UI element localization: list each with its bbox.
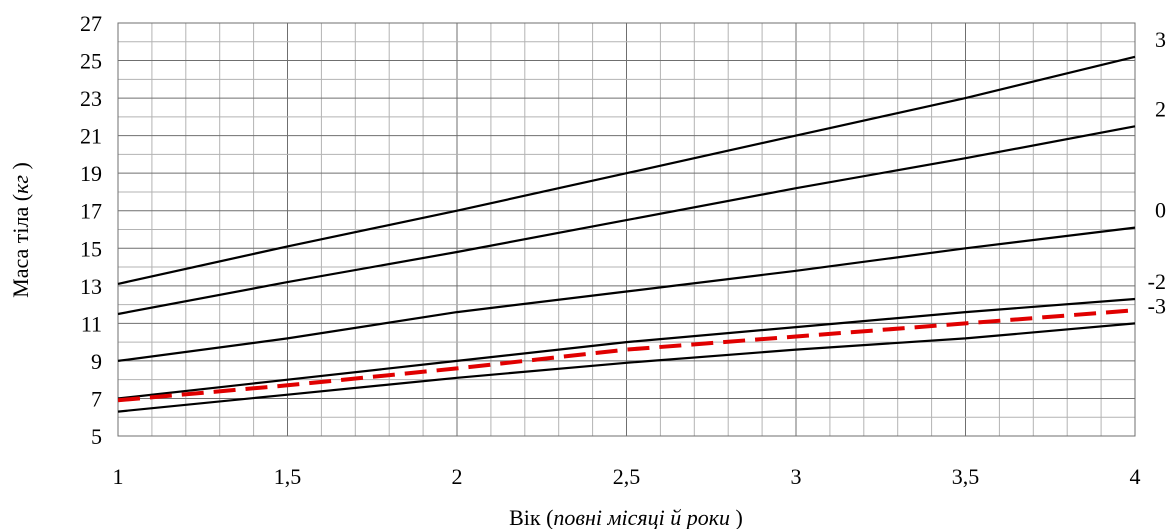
x-axis-title-open: ( <box>541 505 554 529</box>
y-tick-label: 15 <box>80 236 102 261</box>
y-tick-labels: 5 7 9 11 13 15 17 19 21 23 25 27 <box>80 11 102 449</box>
x-tick-labels: 1 1,5 2 2,5 3 3,5 4 <box>113 464 1141 489</box>
series-line-sd-3 <box>117 55 1136 285</box>
y-tick-label: 7 <box>91 386 102 411</box>
series-label-sd--3: -3 <box>1148 293 1166 318</box>
plot-frame <box>117 22 1136 437</box>
series-label-sd-3: 3 <box>1155 27 1166 52</box>
x-axis-title-close: ) <box>730 505 743 529</box>
y-tick-label: 19 <box>80 161 102 186</box>
x-tick-label: 1 <box>113 464 124 489</box>
y-tick-label: 17 <box>80 199 102 224</box>
x-axis-title: Вік (повні місяці й роки ) <box>509 505 743 529</box>
series-label-sd-0: 0 <box>1155 198 1166 223</box>
x-tick-label: 4 <box>1130 464 1141 489</box>
y-tick-label: 27 <box>80 11 102 36</box>
y-tick-label: 13 <box>80 274 102 299</box>
series-line-sd--2 <box>117 297 1136 400</box>
series-line-sd-0 <box>117 226 1136 362</box>
series-line-sd-2 <box>117 125 1136 316</box>
y-tick-label: 9 <box>91 349 102 374</box>
x-tick-label: 2 <box>452 464 463 489</box>
series-label-sd-2: 2 <box>1155 96 1166 121</box>
y-axis-title-close: ) <box>8 162 33 175</box>
x-tick-label: 3,5 <box>952 464 980 489</box>
y-tick-label: 5 <box>91 424 102 449</box>
y-tick-label: 23 <box>80 86 102 111</box>
series-label-sd--2: -2 <box>1148 269 1166 294</box>
series-line-child-weight <box>117 308 1136 403</box>
curves <box>117 55 1136 413</box>
y-tick-label: 25 <box>80 49 102 74</box>
y-axis-title: Маса тіла (кг ) <box>8 162 33 298</box>
y-tick-label: 11 <box>81 311 102 336</box>
x-tick-label: 2,5 <box>613 464 641 489</box>
grid <box>118 23 1135 436</box>
x-axis-title-main: Вік <box>509 505 541 529</box>
x-tick-label: 1,5 <box>274 464 302 489</box>
y-axis-title-main: Маса тіла <box>8 206 33 297</box>
y-axis-title-unit: кг <box>8 175 33 194</box>
x-axis-title-unit: повні місяці й роки <box>553 505 730 529</box>
series-line-sd--3 <box>117 322 1136 413</box>
series-labels: 3 2 0 -2-3 <box>1148 27 1166 319</box>
y-axis-title-open: ( <box>8 194 33 207</box>
y-tick-label: 21 <box>80 124 102 149</box>
x-tick-label: 3 <box>791 464 802 489</box>
